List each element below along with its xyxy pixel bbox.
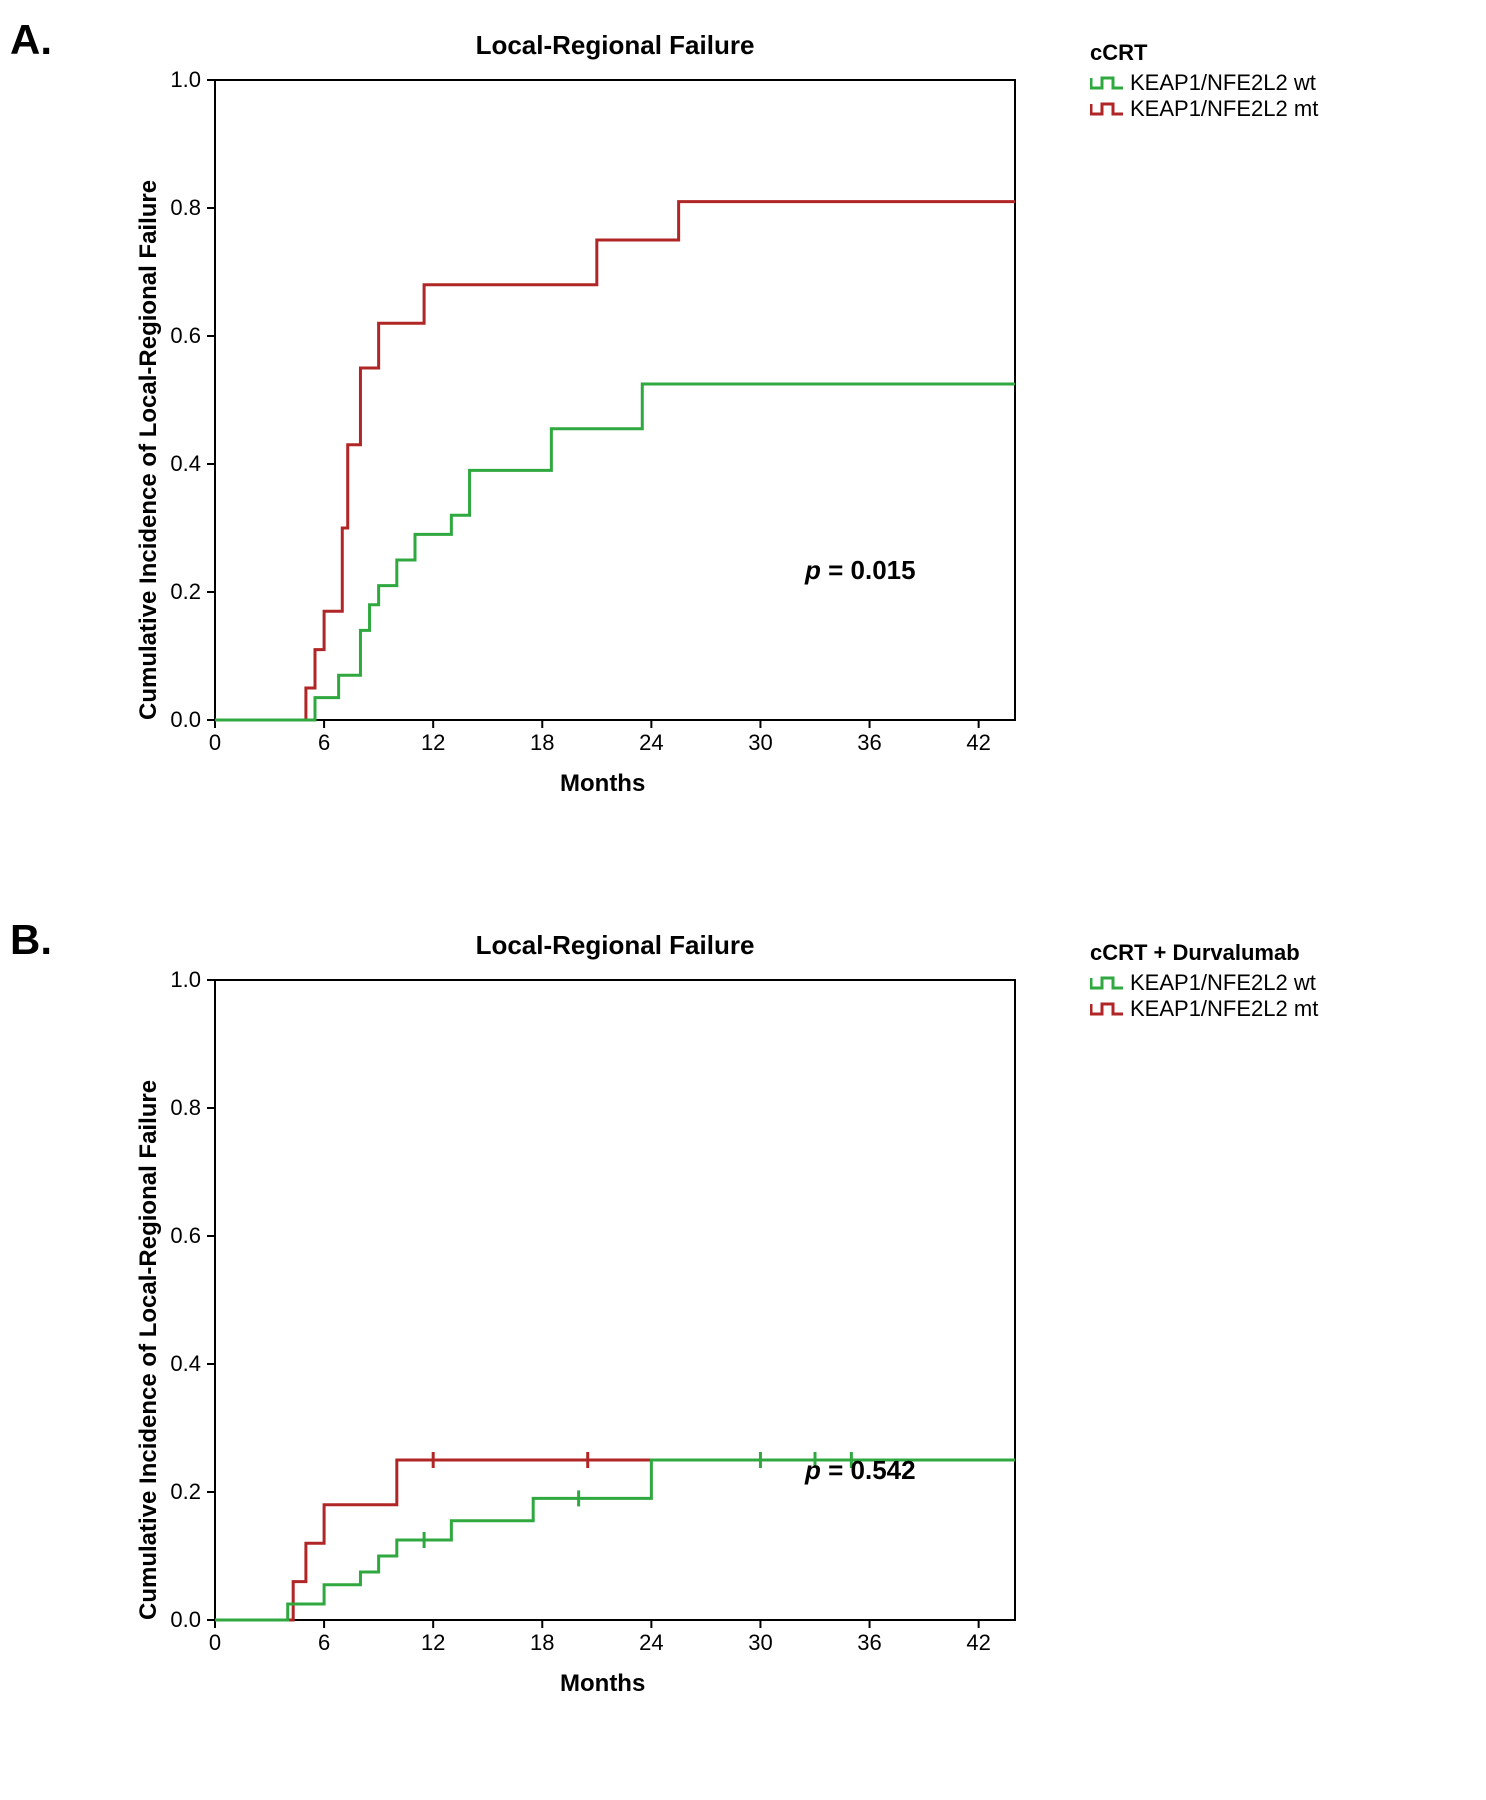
panel-A: A. Local-Regional Failure cCRT KEAP1/NFE2L2… [0,0,1486,900]
legend-label: KEAP1/NFE2L2 wt [1130,970,1316,996]
svg-text:12: 12 [421,730,445,755]
legend-label: KEAP1/NFE2L2 mt [1130,96,1318,122]
panel-B: B. Local-Regional Failure cCRT + Durvaluma… [0,900,1486,1800]
svg-text:18: 18 [530,730,554,755]
legend: cCRT KEAP1/NFE2L2 wtKEAP1/NFE2L2 mt [1090,40,1318,122]
y-axis-label: Cumulative Incidence of Local-Regional F… [135,1080,163,1620]
svg-text:1.0: 1.0 [170,70,201,92]
svg-text:6: 6 [318,730,330,755]
series-line [215,202,1015,720]
svg-text:1.0: 1.0 [170,970,201,992]
svg-text:36: 36 [857,730,881,755]
svg-text:0.4: 0.4 [170,1351,201,1376]
legend-swatch-icon [1090,100,1124,118]
chart-title: Local-Regional Failure [215,930,1015,961]
svg-text:42: 42 [966,730,990,755]
svg-text:0.0: 0.0 [170,707,201,732]
svg-text:18: 18 [530,1630,554,1655]
svg-text:6: 6 [318,1630,330,1655]
legend-label: KEAP1/NFE2L2 wt [1130,70,1316,96]
p-value: p = 0.015 [805,555,916,586]
svg-text:30: 30 [748,730,772,755]
legend-item: KEAP1/NFE2L2 mt [1090,96,1318,122]
panel-label: A. [10,16,52,64]
chart-title: Local-Regional Failure [215,30,1015,61]
svg-text:30: 30 [748,1630,772,1655]
svg-text:0: 0 [209,1630,221,1655]
svg-text:0.2: 0.2 [170,579,201,604]
legend-title: cCRT + Durvalumab [1090,940,1318,966]
svg-text:24: 24 [639,1630,663,1655]
svg-text:0.2: 0.2 [170,1479,201,1504]
legend: cCRT + Durvalumab KEAP1/NFE2L2 wtKEAP1/NF… [1090,940,1318,1022]
legend-item: KEAP1/NFE2L2 wt [1090,970,1318,996]
svg-text:0.8: 0.8 [170,1095,201,1120]
p-value: p = 0.542 [805,1455,916,1486]
legend-swatch-icon [1090,1000,1124,1018]
svg-text:24: 24 [639,730,663,755]
legend-title: cCRT [1090,40,1318,66]
legend-item: KEAP1/NFE2L2 wt [1090,70,1318,96]
svg-text:0.6: 0.6 [170,323,201,348]
y-axis-label: Cumulative Incidence of Local-Regional F… [135,180,163,720]
svg-text:0.4: 0.4 [170,451,201,476]
svg-text:42: 42 [966,1630,990,1655]
legend-item: KEAP1/NFE2L2 mt [1090,996,1318,1022]
svg-text:0: 0 [209,730,221,755]
x-axis-label: Months [560,1670,645,1698]
legend-label: KEAP1/NFE2L2 mt [1130,996,1318,1022]
panel-label: B. [10,916,52,964]
plot-svg: 0 6 12 18 24 30 36 42 0.0 0.2 0.4 0.6 0.8 1.0 [155,970,1075,1690]
svg-text:0.0: 0.0 [170,1607,201,1632]
x-axis-label: Months [560,770,645,798]
svg-text:36: 36 [857,1630,881,1655]
series-line [215,384,1015,720]
legend-swatch-icon [1090,74,1124,92]
legend-swatch-icon [1090,974,1124,992]
svg-text:12: 12 [421,1630,445,1655]
svg-text:0.8: 0.8 [170,195,201,220]
svg-text:0.6: 0.6 [170,1223,201,1248]
plot-svg: 0 6 12 18 24 30 36 42 0.0 0.2 0.4 0.6 0.8 1.0 [155,70,1075,790]
